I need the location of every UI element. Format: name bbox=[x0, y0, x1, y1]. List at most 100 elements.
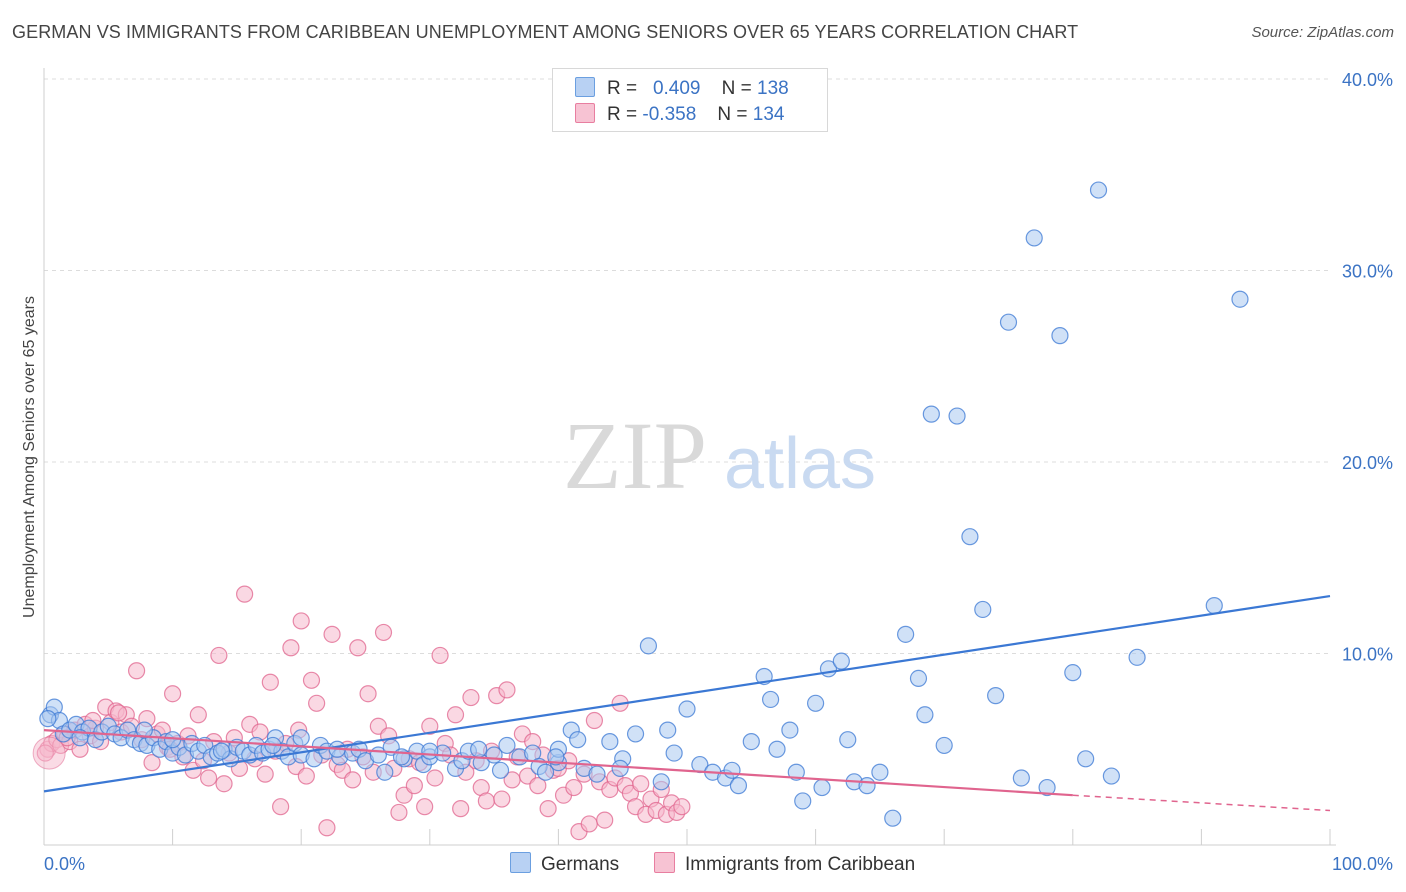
point-caribbean-103 bbox=[565, 778, 583, 797]
point-germans-85 bbox=[742, 732, 760, 751]
point-caribbean-48 bbox=[282, 639, 300, 657]
n-label: N = bbox=[721, 78, 752, 99]
point-caribbean-76 bbox=[426, 769, 444, 787]
point-caribbean-cluster bbox=[32, 736, 66, 770]
point-germans-128 bbox=[135, 721, 153, 739]
x-tick-label-min: 0.0% bbox=[44, 854, 85, 874]
point-caribbean-96 bbox=[529, 777, 547, 795]
point-germans-71 bbox=[588, 765, 606, 783]
point-germans-66 bbox=[536, 763, 555, 781]
y-axis-label: Unemployment Among Seniors over 65 years bbox=[21, 296, 38, 618]
point-caribbean-51 bbox=[297, 767, 315, 785]
r-label: R = bbox=[607, 78, 638, 99]
point-germans-135 bbox=[611, 759, 629, 778]
point-germans-110 bbox=[999, 313, 1018, 331]
point-germans-49 bbox=[376, 763, 394, 781]
point-germans-118 bbox=[1102, 767, 1120, 785]
point-caribbean-35 bbox=[215, 775, 233, 793]
point-germans-104 bbox=[922, 405, 940, 423]
point-germans-78 bbox=[665, 744, 683, 762]
point-germans-100 bbox=[884, 809, 902, 827]
point-germans-116 bbox=[1077, 750, 1095, 768]
point-caribbean-116 bbox=[632, 775, 650, 793]
point-germans-122 bbox=[39, 710, 57, 728]
grid-lines bbox=[44, 78, 1330, 654]
point-germans-74 bbox=[626, 725, 645, 743]
point-germans-62 bbox=[498, 736, 516, 755]
point-germans-90 bbox=[787, 763, 805, 781]
legend-swatch-germans bbox=[510, 852, 531, 873]
point-caribbean-44 bbox=[261, 673, 279, 691]
legend-item-germans: Germans bbox=[510, 852, 619, 876]
watermark: ZIP atlas bbox=[563, 402, 876, 509]
trend-line-germans bbox=[43, 594, 1331, 793]
y-tick-label-0: 10.0% bbox=[1342, 645, 1393, 665]
watermark-zip: ZIP bbox=[563, 402, 707, 509]
point-germans-88 bbox=[768, 740, 786, 758]
stats-row-germans: R = 0.409 N = 138 bbox=[575, 77, 789, 99]
point-caribbean-124 bbox=[673, 798, 691, 816]
r-label: R = bbox=[607, 104, 638, 125]
point-germans-125 bbox=[421, 742, 439, 760]
point-caribbean-74 bbox=[416, 798, 434, 816]
point-germans-76 bbox=[652, 773, 670, 791]
point-caribbean-75 bbox=[421, 717, 439, 735]
legend-item-caribbean: Immigrants from Caribbean bbox=[654, 852, 915, 876]
point-germans-98 bbox=[858, 777, 876, 795]
point-germans-119 bbox=[1128, 648, 1146, 666]
n-label: N = bbox=[717, 104, 748, 125]
point-caribbean-98 bbox=[539, 800, 557, 818]
point-caribbean-46 bbox=[272, 798, 290, 816]
point-caribbean-25 bbox=[164, 685, 182, 703]
point-germans-77 bbox=[659, 721, 677, 739]
n-value-caribbean: 134 bbox=[752, 104, 785, 125]
point-caribbean-81 bbox=[452, 800, 470, 818]
point-germans-101 bbox=[897, 625, 915, 643]
point-germans-107 bbox=[961, 528, 979, 546]
point-germans-133 bbox=[470, 740, 488, 758]
point-caribbean-83 bbox=[462, 688, 480, 707]
point-germans-114 bbox=[1051, 327, 1069, 345]
chart-title: GERMAN VS IMMIGRANTS FROM CARIBBEAN UNEM… bbox=[12, 22, 1079, 42]
point-caribbean-56 bbox=[323, 625, 341, 643]
watermark-atlas: atlas bbox=[724, 424, 876, 504]
point-germans-120 bbox=[1205, 597, 1223, 615]
point-germans-109 bbox=[987, 687, 1005, 705]
point-germans-106 bbox=[948, 407, 966, 425]
point-caribbean-89 bbox=[493, 790, 511, 808]
point-caribbean-34 bbox=[210, 646, 228, 665]
point-caribbean-90 bbox=[498, 681, 516, 699]
point-caribbean-50 bbox=[292, 612, 310, 630]
point-germans-79 bbox=[678, 700, 696, 718]
point-germans-91 bbox=[794, 792, 812, 810]
r-value-caribbean: -0.358 bbox=[642, 104, 697, 125]
point-germans-117 bbox=[1089, 181, 1108, 199]
point-germans-112 bbox=[1025, 229, 1043, 247]
x-tick-label-max: 100.0% bbox=[1332, 854, 1393, 874]
point-germans-69 bbox=[569, 731, 587, 749]
legend-label-caribbean: Immigrants from Caribbean bbox=[685, 854, 916, 875]
point-germans-108 bbox=[974, 600, 992, 619]
r-value-germans: 0.409 bbox=[652, 78, 701, 99]
point-caribbean-86 bbox=[477, 792, 495, 810]
point-caribbean-106 bbox=[580, 815, 598, 833]
point-germans-105 bbox=[935, 736, 953, 755]
point-germans-113 bbox=[1038, 778, 1056, 797]
legend-swatch-caribbean bbox=[654, 852, 675, 873]
point-caribbean-52 bbox=[302, 671, 321, 689]
point-germans-84 bbox=[729, 777, 748, 795]
point-germans-103 bbox=[916, 706, 934, 724]
point-germans-87 bbox=[761, 690, 780, 709]
point-germans-93 bbox=[813, 778, 831, 797]
legend-label-germans: Germans bbox=[541, 854, 620, 875]
trend-lines bbox=[43, 594, 1331, 812]
point-caribbean-39 bbox=[236, 585, 254, 603]
point-germans-124 bbox=[292, 729, 310, 747]
point-germans-127 bbox=[71, 729, 89, 747]
point-caribbean-72 bbox=[405, 777, 423, 795]
point-caribbean-30 bbox=[189, 706, 207, 724]
n-value-germans: 138 bbox=[757, 78, 789, 99]
swatch-caribbean bbox=[575, 103, 595, 123]
point-caribbean-32 bbox=[200, 769, 218, 787]
